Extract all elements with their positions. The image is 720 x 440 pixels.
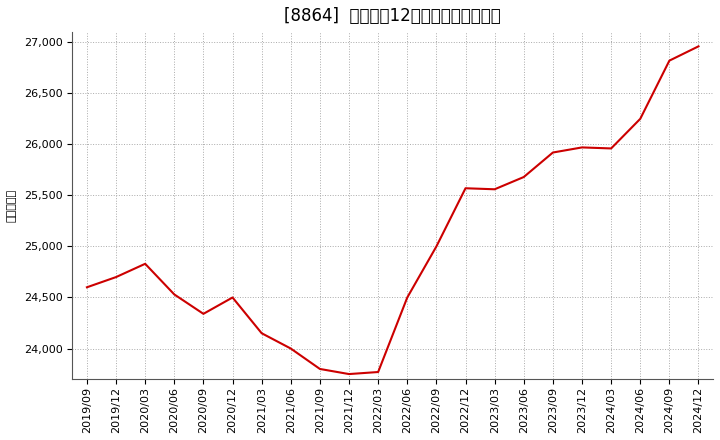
Title: [8864]  売上高の12か月移動合計の推移: [8864] 売上高の12か月移動合計の推移 <box>284 7 501 25</box>
Y-axis label: （百万円）: （百万円） <box>7 189 17 222</box>
